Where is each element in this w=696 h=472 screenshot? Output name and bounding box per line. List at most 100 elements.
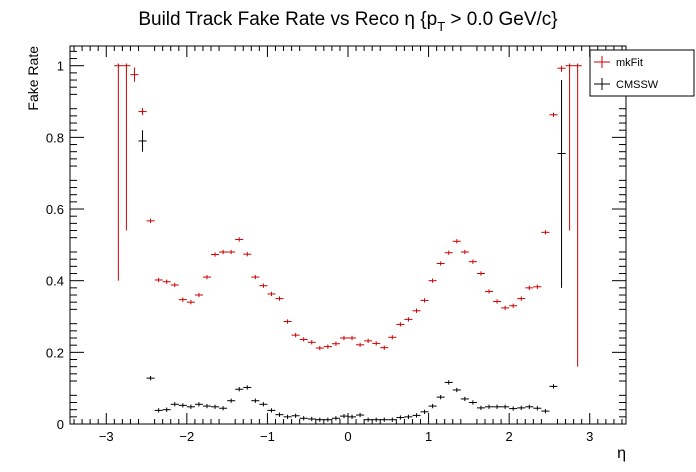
data-point xyxy=(444,380,453,385)
data-point xyxy=(533,284,542,289)
data-point xyxy=(549,112,558,117)
data-point xyxy=(315,345,324,351)
data-point xyxy=(388,335,397,340)
x-tick-label: −3 xyxy=(99,429,114,444)
data-point xyxy=(501,305,510,311)
data-point xyxy=(380,345,389,350)
y-tick-label: 0.6 xyxy=(46,202,64,217)
data-point xyxy=(194,402,203,407)
data-point xyxy=(493,404,502,409)
data-point xyxy=(517,296,526,301)
data-point xyxy=(557,65,566,72)
data-point xyxy=(356,342,365,347)
data-point xyxy=(323,417,332,422)
data-point xyxy=(291,332,300,338)
data-point xyxy=(275,296,284,301)
data-point xyxy=(162,279,171,284)
data-point xyxy=(299,337,308,342)
data-point xyxy=(251,398,260,403)
data-point xyxy=(243,385,252,390)
data-point xyxy=(307,340,316,345)
data-point xyxy=(509,303,518,308)
data-point xyxy=(380,417,389,422)
x-axis-label: η xyxy=(617,445,626,462)
data-point xyxy=(178,403,187,408)
data-point xyxy=(460,396,469,402)
data-point xyxy=(557,80,566,288)
data-point xyxy=(307,416,316,422)
chart-title-main: Build Track Fake Rate vs Reco η {p xyxy=(138,9,437,30)
data-point xyxy=(154,408,163,413)
data-point xyxy=(541,230,550,235)
data-point xyxy=(267,291,276,297)
data-point xyxy=(235,387,244,392)
data-point xyxy=(436,394,445,400)
data-point xyxy=(243,252,252,257)
data-point xyxy=(364,338,373,344)
data-point xyxy=(267,408,276,413)
data-points xyxy=(114,63,582,422)
data-point xyxy=(525,404,534,409)
data-point xyxy=(501,404,510,409)
data-point xyxy=(178,297,187,302)
data-point xyxy=(388,417,397,422)
data-point xyxy=(420,409,429,414)
x-tick-label: −1 xyxy=(260,429,275,444)
data-point xyxy=(509,406,518,411)
data-point xyxy=(227,249,236,255)
data-point xyxy=(339,413,348,419)
data-point xyxy=(476,405,485,411)
chart-title-tail: > 0.0 GeV/c} xyxy=(445,9,558,30)
data-point xyxy=(396,415,405,420)
data-point xyxy=(404,414,413,419)
data-point xyxy=(348,335,357,341)
legend-marker-cmssw xyxy=(594,78,610,90)
x-tick-label: 0 xyxy=(344,429,351,444)
data-point xyxy=(283,319,292,324)
y-axis-label: Fake Rate xyxy=(25,46,41,111)
data-point xyxy=(404,317,413,322)
data-point xyxy=(275,412,284,417)
x-tick-label: 3 xyxy=(586,429,593,444)
data-point xyxy=(541,408,550,414)
data-point xyxy=(219,249,228,255)
y-tick-label: 0.4 xyxy=(46,274,64,289)
data-point xyxy=(194,292,203,298)
data-point xyxy=(146,218,155,223)
data-point xyxy=(122,63,131,231)
legend-label-mkfit: mkFit xyxy=(616,57,643,69)
series-mkfit xyxy=(114,63,582,367)
series-cmssw xyxy=(138,80,566,422)
data-point xyxy=(460,249,469,255)
y-tick-label: 0.8 xyxy=(46,130,64,145)
data-point xyxy=(468,400,477,405)
data-point xyxy=(259,283,268,288)
data-point xyxy=(146,375,155,381)
data-point xyxy=(299,416,308,421)
x-tick-label: −2 xyxy=(179,429,194,444)
data-point xyxy=(484,404,494,409)
legend: mkFit CMSSW xyxy=(589,49,695,97)
data-point xyxy=(154,277,163,283)
data-point xyxy=(315,417,324,422)
data-point xyxy=(476,271,485,276)
x-tick-label: 2 xyxy=(506,429,513,444)
data-point xyxy=(202,274,212,280)
data-point xyxy=(211,252,220,257)
data-point xyxy=(468,259,477,264)
data-point xyxy=(356,412,365,418)
legend-marker-mkfit xyxy=(594,56,610,68)
data-point xyxy=(412,308,421,313)
data-point xyxy=(162,407,171,412)
data-point xyxy=(428,278,437,283)
data-point xyxy=(186,300,195,305)
data-point xyxy=(138,130,147,152)
legend-box xyxy=(589,49,695,97)
y-tick-label: 0.2 xyxy=(46,345,64,360)
data-point xyxy=(130,67,139,82)
data-point xyxy=(251,274,260,280)
data-point xyxy=(428,403,437,409)
y-tick-label: 1 xyxy=(57,59,64,74)
